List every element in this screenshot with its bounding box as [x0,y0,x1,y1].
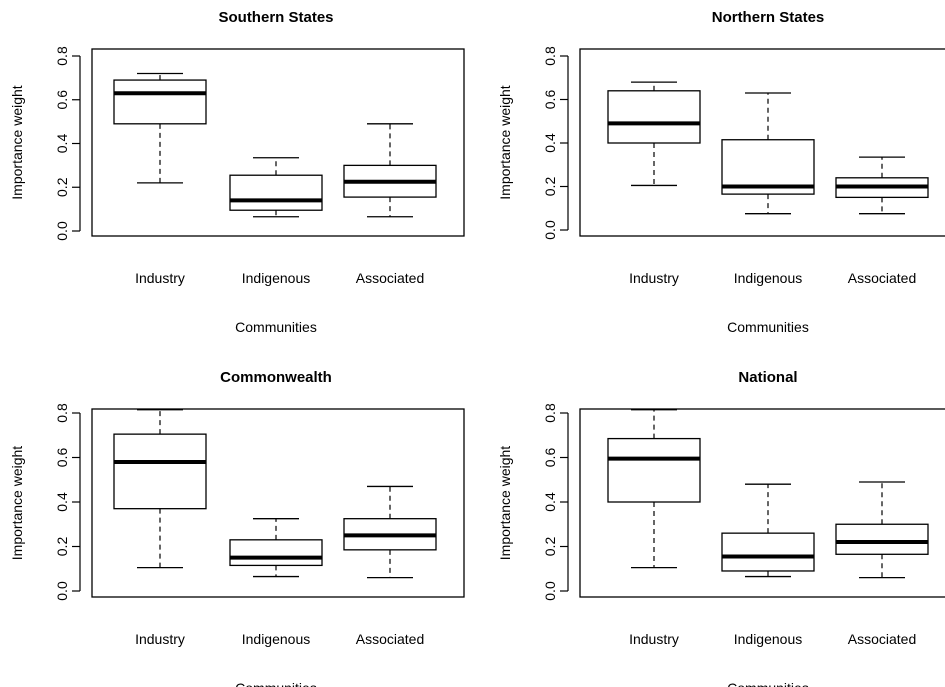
iqr-box [113,79,207,125]
x-axis-label: Communities [235,319,317,335]
box-indigenous [229,518,323,578]
y-tick-label: 0.6 [542,448,558,468]
x-tick-label: Indigenous [242,270,311,286]
box-indigenous [229,157,323,218]
iqr-box [607,437,701,503]
y-axis-label: Importance weight [497,446,513,561]
box-industry [113,72,207,184]
y-tick-label: 0.8 [54,46,70,66]
x-axis-label: Communities [235,680,317,687]
y-axis-label: Importance weight [497,85,513,200]
plot-frame [91,48,465,237]
y-tick-label: 0.0 [542,581,558,601]
x-tick-label: Indigenous [242,631,311,647]
y-tick-label: 0.4 [542,492,558,512]
y-tick-label: 0.0 [542,220,558,240]
box-associated [343,123,437,218]
iqr-box [229,539,323,567]
y-tick-label: 0.6 [542,90,558,110]
plot-frame [91,408,465,598]
box-associated [835,156,929,215]
panel-commonwealth: Commonwealth 0.0 0.2 0.4 0.6 0.8 Importance we… [9,369,465,687]
panel-title: Commonwealth [220,369,332,386]
y-tick-label: 0.2 [54,177,70,197]
y-tick-label: 0.6 [54,448,70,468]
box-industry [113,409,207,569]
y-tick-label: 0.0 [54,221,70,241]
y-tick-label: 0.6 [54,90,70,110]
x-axis-label: Communities [727,680,809,687]
y-axis-label: Importance weight [9,446,25,561]
y-axis-label: Importance weight [9,85,25,200]
x-tick-label: Industry [629,631,679,647]
iqr-box [721,532,815,572]
y-tick-label: 0.2 [542,177,558,197]
panel-title: Northern States [712,9,825,26]
y-tick-label: 0.4 [54,492,70,512]
panel-southern-states: Southern States 0.0 0.2 0.4 0.6 0.8 Importance… [9,9,465,335]
plot-frame [579,48,945,237]
y-tick-label: 0.4 [54,134,70,154]
y-tick-label: 0.2 [542,537,558,557]
y-tick-label: 0.2 [54,537,70,557]
iqr-box [607,90,701,144]
y-tick-label: 0.8 [54,403,70,423]
panel-title: Southern States [218,9,333,26]
box-associated [343,485,437,579]
panel-title: National [738,369,797,386]
x-tick-label: Associated [356,270,424,286]
panel-northern-states: Northern States 0.0 0.2 0.4 0.6 0.8 Importance… [497,9,945,335]
box-associated [835,481,929,579]
x-tick-label: Associated [848,631,916,647]
iqr-box [113,433,207,510]
iqr-box [835,523,929,555]
y-tick-label: 0.4 [542,133,558,153]
x-tick-label: Indigenous [734,270,803,286]
x-tick-label: Associated [848,270,916,286]
box-industry [607,409,701,569]
x-tick-label: Industry [629,270,679,286]
panel-national: National 0.0 0.2 0.4 0.6 0.8 Importance weight… [497,369,945,687]
y-tick-label: 0.0 [54,581,70,601]
y-tick-label: 0.8 [542,46,558,66]
box-indigenous [721,483,815,578]
x-tick-label: Industry [135,631,185,647]
x-tick-label: Associated [356,631,424,647]
box-industry [607,81,701,187]
x-axis-label: Communities [727,319,809,335]
plot-frame [579,408,945,598]
box-indigenous [721,92,815,215]
x-tick-label: Industry [135,270,185,286]
iqr-box [229,174,323,211]
y-tick-label: 0.8 [542,403,558,423]
x-tick-label: Indigenous [734,631,803,647]
